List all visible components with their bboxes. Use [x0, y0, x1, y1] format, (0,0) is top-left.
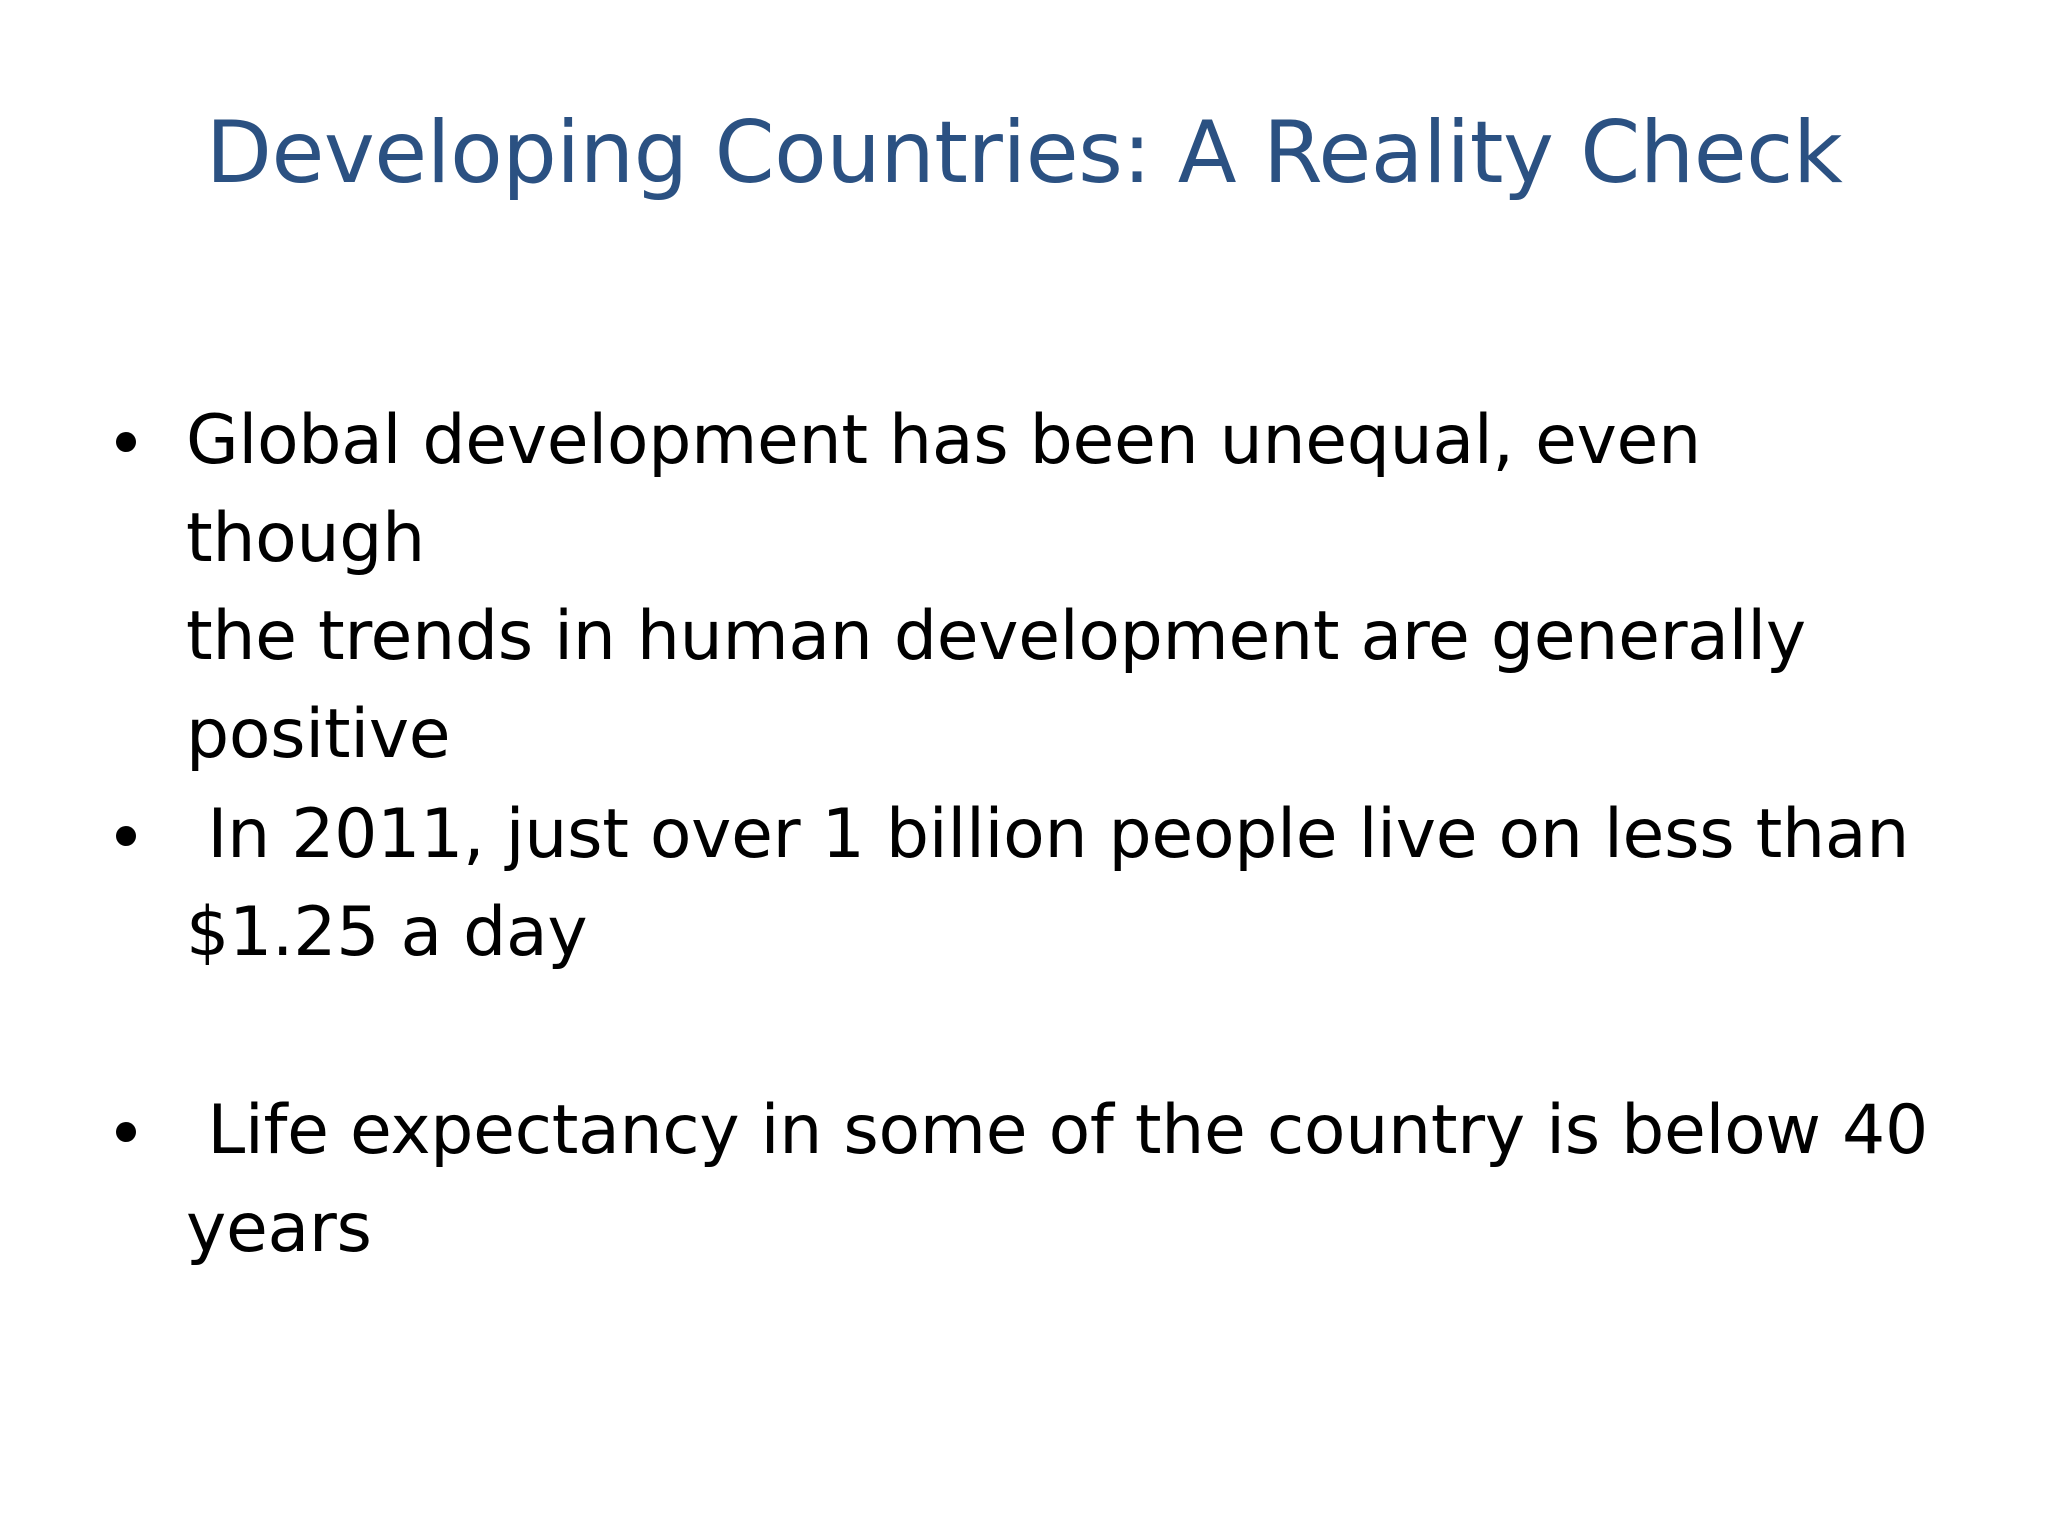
- bullet-text: In 2011, just over 1 billion people live…: [186, 795, 1909, 972]
- bullet-dot-icon: [116, 432, 136, 452]
- bullet-dot-icon: [116, 826, 136, 846]
- bullet-text: Life expectancy in some of the country i…: [186, 1091, 1928, 1268]
- slide-title: Developing Countries: A Reality Check: [205, 103, 1843, 203]
- bullet-text: Global development has been unequal, eve…: [186, 401, 1806, 774]
- bullet-dot-icon: [116, 1122, 136, 1142]
